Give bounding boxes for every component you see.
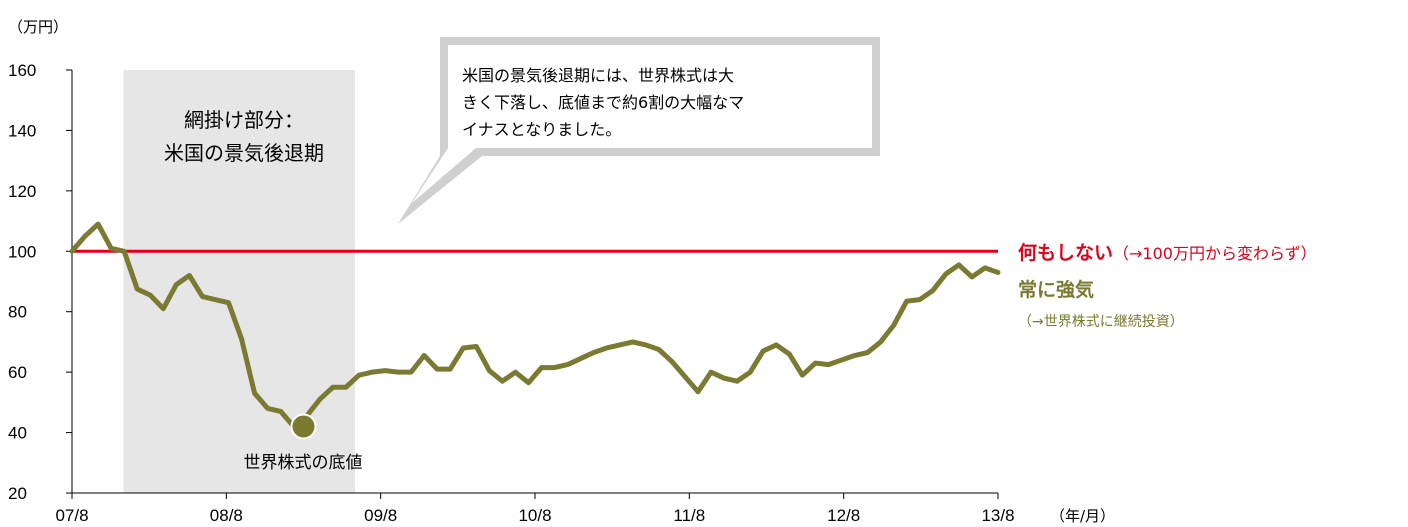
x-tick-label: 08/8 bbox=[210, 506, 243, 525]
x-axis-unit: （年/月） bbox=[1050, 507, 1115, 525]
y-tick-label: 140 bbox=[8, 121, 36, 140]
x-tick-label: 12/8 bbox=[827, 506, 860, 525]
recession-shaded-region bbox=[123, 70, 355, 493]
legend-do-nothing: 何もしない（→100万円から変わらず） bbox=[1018, 241, 1317, 264]
y-axis: 20 40 60 80 100 120 140 160 bbox=[8, 61, 72, 503]
series-points bbox=[71, 223, 999, 427]
y-tick-label: 160 bbox=[8, 61, 36, 80]
y-tick-label: 60 bbox=[8, 363, 27, 382]
x-axis: 07/8 08/8 09/8 10/8 11/8 12/8 13/8 bbox=[55, 493, 1015, 525]
x-tick-label: 09/8 bbox=[364, 506, 397, 525]
recession-label-line2: 米国の景気後退期 bbox=[164, 141, 324, 165]
x-tick-label: 13/8 bbox=[981, 506, 1014, 525]
callout-line3: イナスとなりました。 bbox=[462, 120, 621, 139]
y-tick-label: 20 bbox=[8, 484, 27, 503]
callout-line2: きく下落し、底値まで約6割の大幅なマ bbox=[462, 93, 744, 112]
series-line-always-bullish bbox=[69, 221, 1001, 430]
recession-label-line1: 網掛け部分： bbox=[184, 108, 304, 132]
trough-label: 世界株式の底値 bbox=[244, 453, 363, 473]
x-tick-label: 11/8 bbox=[673, 506, 705, 525]
callout-box bbox=[412, 45, 872, 203]
y-tick-label: 100 bbox=[8, 242, 36, 261]
callout-line1: 米国の景気後退期には、世界株式は大 bbox=[462, 66, 734, 85]
legend-always-bullish-name: 常に強気 bbox=[1018, 278, 1094, 301]
y-tick-label: 40 bbox=[8, 424, 27, 443]
y-tick-label: 80 bbox=[8, 303, 27, 322]
y-axis-unit: （万円） bbox=[8, 18, 68, 36]
callout: 米国の景気後退期には、世界株式は大 きく下落し、底値まで約6割の大幅なマ イナス… bbox=[398, 37, 880, 224]
legend-do-nothing-name: 何もしない bbox=[1018, 241, 1113, 264]
legend-always-bullish-note: （→世界株式に継続投資） bbox=[1018, 313, 1184, 330]
legend-do-nothing-note: （→100万円から変わらず） bbox=[1113, 244, 1317, 263]
x-tick-label: 07/8 bbox=[55, 506, 88, 525]
x-tick-label: 10/8 bbox=[518, 506, 551, 525]
y-tick-label: 120 bbox=[8, 182, 36, 201]
trough-marker bbox=[290, 413, 317, 440]
